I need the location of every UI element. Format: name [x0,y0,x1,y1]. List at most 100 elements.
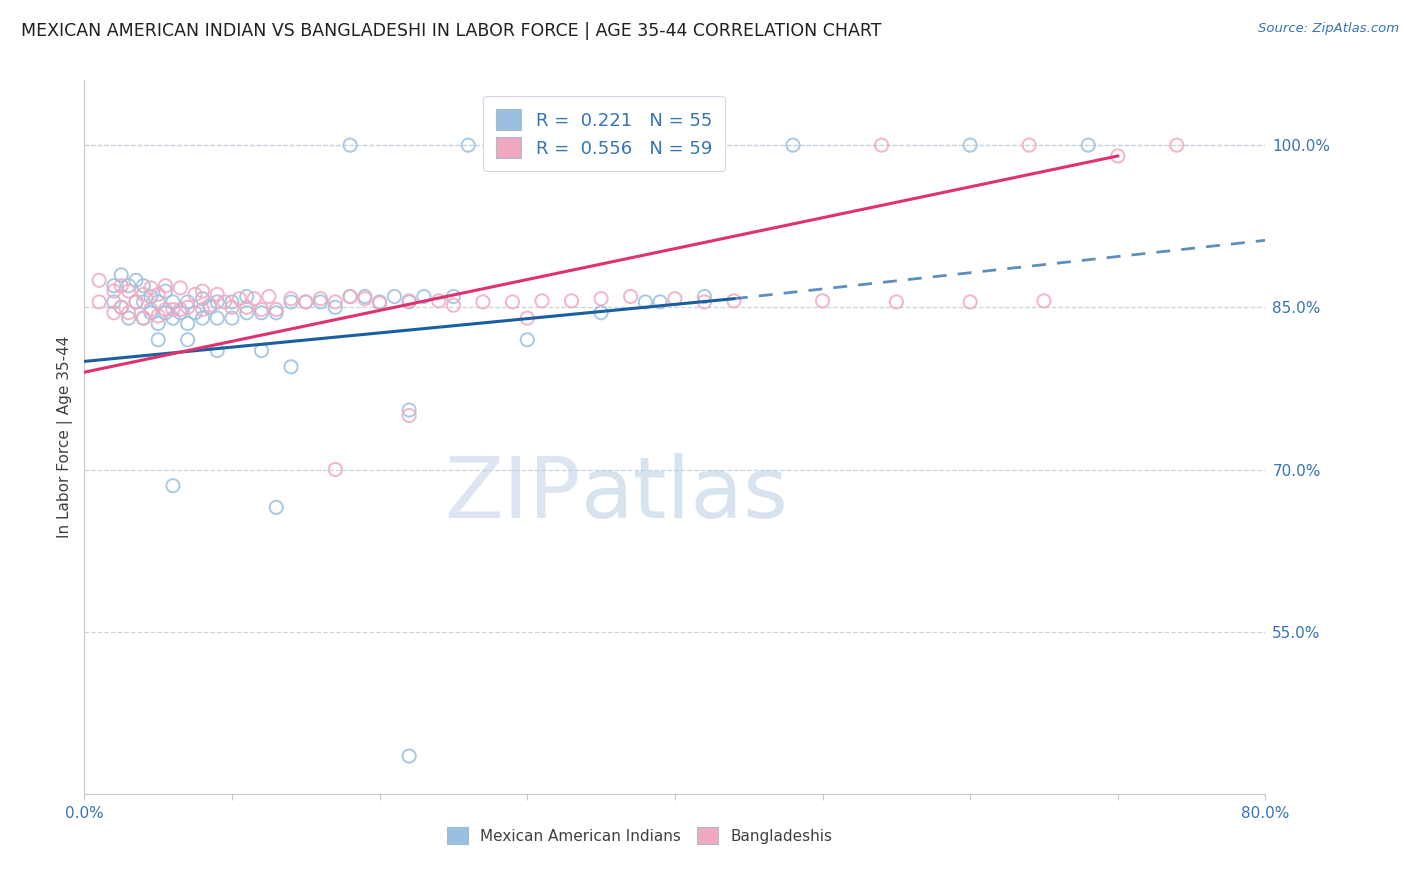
Point [228,292,250,306]
Point [125,294,148,309]
Point [191,311,214,326]
Point [87,273,111,287]
Point [207,287,229,301]
Point [427,293,450,308]
Point [132,287,155,301]
Point [139,289,162,303]
Point [207,343,229,358]
Point [162,302,184,317]
Point [236,289,259,303]
Point [266,302,288,317]
Point [693,294,716,309]
Point [250,306,273,320]
Point [382,289,406,303]
Point [132,311,155,326]
Point [177,301,200,315]
Point [605,138,627,153]
Point [443,289,465,303]
Point [118,284,141,298]
Point [280,292,302,306]
Point [177,317,200,331]
Point [325,294,347,309]
Point [198,301,221,315]
Point [148,309,170,323]
Point [177,333,200,347]
Point [280,294,302,309]
Point [155,306,177,320]
Point [221,311,243,326]
Point [162,311,184,326]
Point [132,294,155,309]
Point [959,294,981,309]
Point [1077,138,1099,153]
Point [325,462,347,476]
Point [501,294,523,309]
Point [132,278,155,293]
Point [1018,138,1040,153]
Point [118,306,141,320]
Point [250,302,273,317]
Point [148,287,170,301]
Point [591,306,613,320]
Point [1166,138,1188,153]
Point [103,294,125,309]
Point [191,284,214,298]
Point [169,302,191,317]
Point [398,409,420,423]
Point [811,293,834,308]
Point [184,287,207,301]
Point [103,284,125,298]
Point [155,302,177,317]
Text: atlas: atlas [581,452,789,536]
Point [472,294,495,309]
Point [650,294,672,309]
Point [155,278,177,293]
Point [693,289,716,303]
Point [125,294,148,309]
Point [1107,149,1129,163]
Text: Source: ZipAtlas.com: Source: ZipAtlas.com [1258,22,1399,36]
Point [110,268,132,282]
Point [634,294,657,309]
Point [132,311,155,326]
Point [266,500,288,515]
Point [139,281,162,295]
Point [110,301,132,315]
Point [664,292,686,306]
Point [339,138,361,153]
Point [236,301,259,315]
Point [214,294,236,309]
Point [221,294,243,309]
Point [413,289,436,303]
Point [368,296,391,310]
Point [443,298,465,312]
Point [398,293,420,308]
Point [591,292,613,306]
Point [693,138,716,153]
Point [118,278,141,293]
Point [169,306,191,320]
Point [266,306,288,320]
Point [207,311,229,326]
Point [309,292,332,306]
Point [110,301,132,315]
Point [354,292,377,306]
Point [221,301,243,315]
Point [723,293,745,308]
Point [280,359,302,374]
Point [191,292,214,306]
Point [110,278,132,293]
Point [295,294,318,309]
Point [295,294,318,309]
Point [457,138,479,153]
Point [162,479,184,493]
Point [959,138,981,153]
Point [516,311,538,326]
Point [325,301,347,315]
Point [169,281,191,295]
Point [531,138,554,153]
Point [398,403,420,417]
Point [207,294,229,309]
Point [1033,293,1056,308]
Point [620,289,643,303]
